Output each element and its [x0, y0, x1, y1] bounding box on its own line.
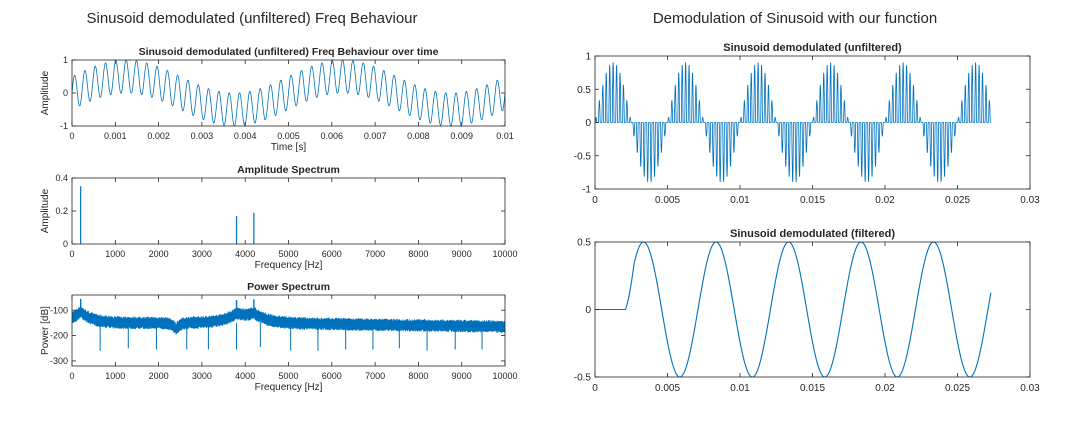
x-tick-label: 0: [69, 131, 74, 141]
y-tick-label: -0.5: [574, 373, 592, 384]
axes-frame: [71, 294, 506, 367]
axes-amp: 0 1000 2000 3000 4000 5000 6000 7000 8000 9000 100…: [40, 164, 518, 271]
plot-area-filtered: [595, 242, 992, 377]
x-tick-label: 0.03: [1020, 383, 1040, 394]
x-tick-label: 0.015: [800, 383, 825, 394]
x-tick-label: 0.001: [104, 131, 127, 141]
x-tick-label: 3000: [192, 249, 212, 259]
x-tick-label: 0: [592, 383, 598, 394]
axes-title: Sinusoid demodulated (unfiltered): [723, 42, 902, 54]
y-tick-label: 0: [585, 118, 591, 129]
y-tick-label: 0.5: [577, 85, 591, 96]
y-tick-label: -300: [50, 356, 68, 366]
x-tick-label: 0.002: [147, 131, 170, 141]
plot-area-power: [72, 298, 505, 351]
x-tick-label: 7000: [365, 249, 385, 259]
axes-filtered: 0 0.005 0.01 0.015 0.02 0.025 0.03-0.500.5Sinu…: [574, 228, 1040, 394]
right-figure-title: Demodulation of Sinusoid with our functi…: [652, 10, 938, 27]
x-tick-label: 2000: [149, 249, 169, 259]
y-tick-label: 0: [63, 239, 68, 249]
plot-area-amp: [80, 186, 255, 244]
x-tick-label: 0.006: [321, 131, 344, 141]
filtered-line: [595, 242, 992, 377]
x-tick-label: 0.004: [234, 131, 257, 141]
x-tick-label: 0.02: [875, 195, 895, 206]
signal-line: [72, 60, 505, 126]
x-tick-label: 0.007: [364, 131, 387, 141]
axes-title: Sinusoid demodulated (filtered): [730, 228, 895, 240]
axes-title: Power Spectrum: [247, 281, 330, 293]
axes-frame: [594, 241, 1031, 378]
x-axis-label: Time [s]: [271, 142, 306, 153]
y-tick-label: -100: [50, 305, 68, 315]
axes-unfiltered: 0 0.005 0.01 0.015 0.02 0.025 0.03 -1 -0.5 0 0.5 1 S…: [574, 42, 1040, 206]
y-axis-label: Amplitude: [40, 188, 51, 233]
x-tick-label: 0.02: [875, 383, 895, 394]
x-tick-label: 5000: [278, 371, 298, 381]
x-tick-label: 0.009: [450, 131, 473, 141]
x-tick-label: 0.005: [655, 383, 680, 394]
unfiltered-line: [595, 62, 992, 183]
y-tick-label: 0.2: [55, 206, 68, 216]
x-tick-label: 0.008: [407, 131, 430, 141]
x-tick-label: 1000: [105, 249, 125, 259]
axes-title: Amplitude Spectrum: [237, 164, 340, 176]
y-tick-label: -1: [582, 185, 591, 196]
x-tick-label: 3000: [192, 371, 212, 381]
x-tick-label: 8000: [408, 371, 428, 381]
y-tick-label: 0: [63, 88, 68, 98]
x-tick-label: 0.025: [945, 195, 970, 206]
x-tick-label: 6000: [322, 371, 342, 381]
x-tick-label: 0.005: [277, 131, 300, 141]
x-axis-label: Frequency [Hz]: [255, 382, 323, 393]
x-tick-label: 0.003: [191, 131, 214, 141]
x-tick-label: 7000: [365, 371, 385, 381]
y-tick-label: 0.4: [55, 173, 68, 183]
x-tick-label: 4000: [235, 371, 255, 381]
x-tick-label: 0.03: [1020, 195, 1040, 206]
y-tick-label: 0.5: [577, 238, 591, 249]
x-tick-label: 0: [69, 371, 74, 381]
axes-frame: [71, 177, 506, 245]
x-tick-label: 10000: [492, 371, 517, 381]
x-tick-label: 0.025: [945, 383, 970, 394]
y-tick-label: 1: [63, 55, 68, 65]
x-tick-label: 9000: [452, 249, 472, 259]
x-tick-label: 8000: [408, 249, 428, 259]
y-tick-label: 1: [585, 52, 591, 63]
x-tick-label: 0.01: [730, 383, 750, 394]
x-tick-label: 4000: [235, 249, 255, 259]
x-tick-label: 5000: [278, 249, 298, 259]
x-tick-label: 2000: [149, 371, 169, 381]
x-tick-label: 0.01: [730, 195, 750, 206]
x-tick-label: 0.01: [496, 131, 514, 141]
y-tick-label: -0.5: [574, 151, 592, 162]
axes-time: 0 0.001 0.002 0.003 0.004 0.005 0.006 0.007 0.00…: [40, 46, 514, 153]
x-tick-label: 10000: [492, 249, 517, 259]
x-tick-label: 0: [69, 249, 74, 259]
x-tick-label: 1000: [105, 371, 125, 381]
plot-area-time: [72, 60, 505, 126]
x-tick-label: 0: [592, 195, 598, 206]
x-tick-label: 6000: [322, 249, 342, 259]
x-tick-label: 0.005: [655, 195, 680, 206]
axes-frame: [71, 59, 506, 127]
x-tick-label: 0.015: [800, 195, 825, 206]
left-figure-title: Sinusoid demodulated (unfiltered) Freq B…: [86, 10, 418, 27]
y-tick-label: 0: [585, 305, 591, 316]
power-noise: [72, 305, 505, 335]
y-tick-label: -1: [60, 121, 68, 131]
x-axis-label: Frequency [Hz]: [255, 260, 323, 271]
x-tick-label: 9000: [452, 371, 472, 381]
y-axis-label: Amplitude: [40, 70, 51, 115]
y-axis-label: Power [dB]: [40, 306, 51, 355]
axes-title: Sinusoid demodulated (unfiltered) Freq B…: [139, 46, 439, 58]
plot-area-unfiltered: [595, 62, 992, 183]
axes-power: 0 1000 2000 3000 4000 5000 6000 7000 8000 9000 100…: [40, 281, 518, 393]
axes-frame: [594, 55, 1031, 190]
y-tick-label: -200: [50, 331, 68, 341]
